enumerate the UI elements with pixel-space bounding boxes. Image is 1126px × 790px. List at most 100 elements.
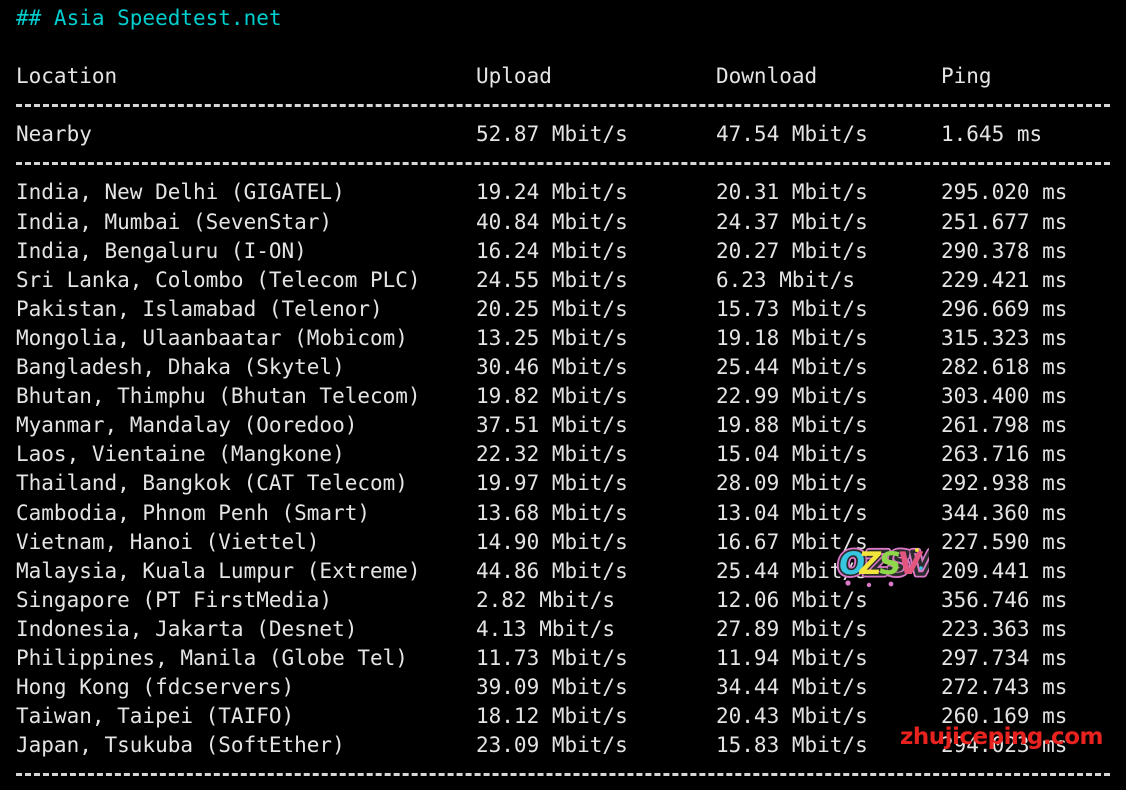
cell-upload: 16.24 Mbit/s: [476, 238, 628, 263]
table-row: Indonesia, Jakarta (Desnet) 4.13 Mbit/s 27…: [0, 615, 1126, 644]
cell-download: 34.44 Mbit/s: [716, 675, 868, 700]
cell-upload: 14.90 Mbit/s: [476, 529, 628, 554]
page-title: ## Asia Speedtest.net: [16, 6, 282, 30]
cell-location: Pakistan, Islamabad (Telenor): [16, 296, 383, 321]
cell-upload: 40.84 Mbit/s: [476, 209, 628, 234]
cell-location: Malaysia, Kuala Lumpur (Extreme): [16, 558, 421, 583]
cell-download: 19.88 Mbit/s: [716, 413, 868, 438]
cell-location: Bangladesh, Dhaka (Skytel): [16, 355, 345, 380]
cell-ping: 290.378 ms: [941, 238, 1068, 263]
nearby-separator: [0, 149, 1126, 178]
cell-upload: 19.24 Mbit/s: [476, 180, 628, 205]
column-header-ping: Ping: [941, 64, 992, 89]
table-row: Bangladesh, Dhaka (Skytel) 30.46 Mbit/s 25…: [0, 353, 1126, 382]
cell-download: 25.44 Mbit/s: [716, 355, 868, 380]
table-row: Laos, Vientaine (Mangkone) 22.32 Mbit/s 15…: [0, 440, 1126, 469]
cell-ping: 295.020 ms: [941, 180, 1068, 205]
cell-location: Vietnam, Hanoi (Viettel): [16, 529, 320, 554]
cell-upload: 2.82 Mbit/s: [476, 587, 616, 612]
cell-upload: 11.73 Mbit/s: [476, 645, 628, 670]
table-body: India, New Delhi (GIGATEL) 19.24 Mbit/s 20…: [0, 178, 1126, 760]
table-row: India, Mumbai (SevenStar) 40.84 Mbit/s 24.…: [0, 208, 1126, 237]
table-row: Vietnam, Hanoi (Viettel) 14.90 Mbit/s 16.6…: [0, 528, 1126, 557]
footer-separator: [0, 760, 1126, 789]
table-row: Singapore (PT FirstMedia) 2.82 Mbit/s 12.0…: [0, 586, 1126, 615]
cell-upload: 18.12 Mbit/s: [476, 704, 628, 729]
cell-location: Mongolia, Ulaanbaatar (Mobicom): [16, 325, 408, 350]
cell-location: Hong Kong (fdcservers): [16, 675, 295, 700]
cell-location: Laos, Vientaine (Mangkone): [16, 442, 345, 467]
cell-ping: 261.798 ms: [941, 413, 1068, 438]
cell-download: 16.67 Mbit/s: [716, 529, 868, 554]
cell-upload: 24.55 Mbit/s: [476, 267, 628, 292]
cell-download: 20.27 Mbit/s: [716, 238, 868, 263]
table-row: Sri Lanka, Colombo (Telecom PLC) 24.55 Mb…: [0, 266, 1126, 295]
table-row: India, Bengaluru (I-ON) 16.24 Mbit/s 20.27…: [0, 237, 1126, 266]
cell-upload: 52.87 Mbit/s: [476, 122, 628, 147]
cell-ping: 282.618 ms: [941, 355, 1068, 380]
cell-location: Philippines, Manila (Globe Tel): [16, 645, 408, 670]
cell-ping: 296.669 ms: [941, 296, 1068, 321]
spacer: [0, 33, 1126, 62]
table-row-nearby: Nearby 52.87 Mbit/s 47.54 Mbit/s 1.645 m…: [0, 120, 1126, 149]
cell-download: 27.89 Mbit/s: [716, 616, 868, 641]
table-row: Bhutan, Thimphu (Bhutan Telecom) 19.82 Mb…: [0, 382, 1126, 411]
cell-ping: 356.746 ms: [941, 587, 1068, 612]
table-row: Taiwan, Taipei (TAIFO) 18.12 Mbit/s 20.43 …: [0, 702, 1126, 731]
cell-ping: 209.441 ms: [941, 558, 1068, 583]
cell-ping: 294.023 ms: [941, 733, 1068, 758]
cell-ping: 344.360 ms: [941, 500, 1068, 525]
cell-download: 47.54 Mbit/s: [716, 122, 868, 147]
cell-upload: 44.86 Mbit/s: [476, 558, 628, 583]
cell-ping: 260.169 ms: [941, 704, 1068, 729]
cell-location: India, Bengaluru (I-ON): [16, 238, 307, 263]
cell-ping: 315.323 ms: [941, 325, 1068, 350]
table-row: Pakistan, Islamabad (Telenor) 20.25 Mbit/…: [0, 295, 1126, 324]
cell-download: 24.37 Mbit/s: [716, 209, 868, 234]
header-separator: [0, 91, 1126, 120]
cell-location: Myanmar, Mandalay (Ooredoo): [16, 413, 358, 438]
table-row: Thailand, Bangkok (CAT Telecom) 19.97 Mbi…: [0, 469, 1126, 498]
table-row: Philippines, Manila (Globe Tel) 11.73 Mbi…: [0, 644, 1126, 673]
cell-location: Sri Lanka, Colombo (Telecom PLC): [16, 267, 421, 292]
cell-download: 6.23 Mbit/s: [716, 267, 856, 292]
cell-download: 28.09 Mbit/s: [716, 471, 868, 496]
cell-upload: 22.32 Mbit/s: [476, 442, 628, 467]
cell-upload: 30.46 Mbit/s: [476, 355, 628, 380]
table-row: Hong Kong (fdcservers) 39.09 Mbit/s 34.44 …: [0, 673, 1126, 702]
cell-ping: 272.743 ms: [941, 675, 1068, 700]
cell-ping: 251.677 ms: [941, 209, 1068, 234]
cell-location: Nearby: [16, 122, 92, 147]
cell-download: 12.06 Mbit/s: [716, 587, 868, 612]
cell-upload: 37.51 Mbit/s: [476, 413, 628, 438]
cell-download: 11.94 Mbit/s: [716, 645, 868, 670]
cell-download: 22.99 Mbit/s: [716, 384, 868, 409]
table-row: Malaysia, Kuala Lumpur (Extreme) 44.86 Mb…: [0, 557, 1126, 586]
cell-download: 25.44 Mbit/s: [716, 558, 868, 583]
cell-upload: 23.09 Mbit/s: [476, 733, 628, 758]
table-row: India, New Delhi (GIGATEL) 19.24 Mbit/s 20…: [0, 178, 1126, 207]
cell-ping: 297.734 ms: [941, 645, 1068, 670]
cell-location: Indonesia, Jakarta (Desnet): [16, 616, 358, 641]
cell-location: Cambodia, Phnom Penh (Smart): [16, 500, 371, 525]
column-header-download: Download: [716, 64, 818, 89]
cell-download: 20.31 Mbit/s: [716, 180, 868, 205]
cell-location: Japan, Tsukuba (SoftEther): [16, 733, 345, 758]
cell-location: Taiwan, Taipei (TAIFO): [16, 704, 295, 729]
cell-location: India, Mumbai (SevenStar): [16, 209, 333, 234]
cell-ping: 263.716 ms: [941, 442, 1068, 467]
cell-download: 20.43 Mbit/s: [716, 704, 868, 729]
cell-ping: 1.645 ms: [941, 122, 1043, 147]
cell-location: Singapore (PT FirstMedia): [16, 587, 333, 612]
cell-download: 15.73 Mbit/s: [716, 296, 868, 321]
table-row: Japan, Tsukuba (SoftEther) 23.09 Mbit/s 15…: [0, 731, 1126, 760]
cell-upload: 13.25 Mbit/s: [476, 325, 628, 350]
column-header-location: Location: [16, 64, 118, 89]
table-row: Mongolia, Ulaanbaatar (Mobicom) 13.25 Mbi…: [0, 324, 1126, 353]
cell-download: 19.18 Mbit/s: [716, 325, 868, 350]
cell-upload: 19.82 Mbit/s: [476, 384, 628, 409]
cell-upload: 4.13 Mbit/s: [476, 616, 616, 641]
cell-upload: 20.25 Mbit/s: [476, 296, 628, 321]
cell-ping: 292.938 ms: [941, 471, 1068, 496]
